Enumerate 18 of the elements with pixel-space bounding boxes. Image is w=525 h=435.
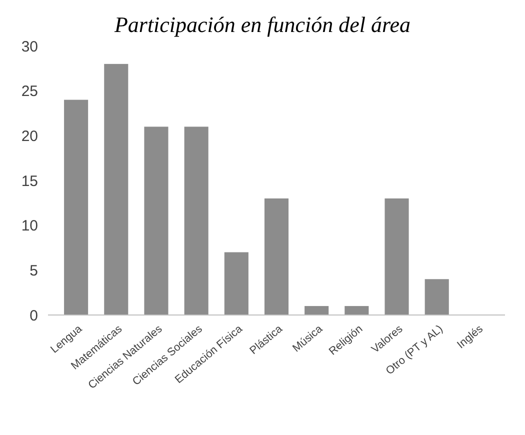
- y-tick-label: 30: [21, 38, 38, 56]
- bar: [144, 126, 168, 315]
- bar: [264, 198, 289, 315]
- y-tick-label: 15: [21, 172, 38, 190]
- y-tick-label: 20: [21, 128, 38, 145]
- y-tick-label: 0: [30, 307, 38, 324]
- y-tick-label: 5: [30, 262, 38, 280]
- bar: [184, 126, 208, 315]
- bar: [344, 306, 369, 315]
- bar: [304, 306, 329, 315]
- bar: [104, 64, 128, 315]
- y-tick-label: 25: [21, 83, 38, 100]
- bar: [64, 100, 88, 315]
- bar: [384, 198, 409, 315]
- bar: [224, 252, 248, 315]
- y-tick-label: 10: [21, 218, 38, 235]
- chart-title: Participación en función del área: [113, 12, 411, 37]
- bar: [424, 279, 449, 315]
